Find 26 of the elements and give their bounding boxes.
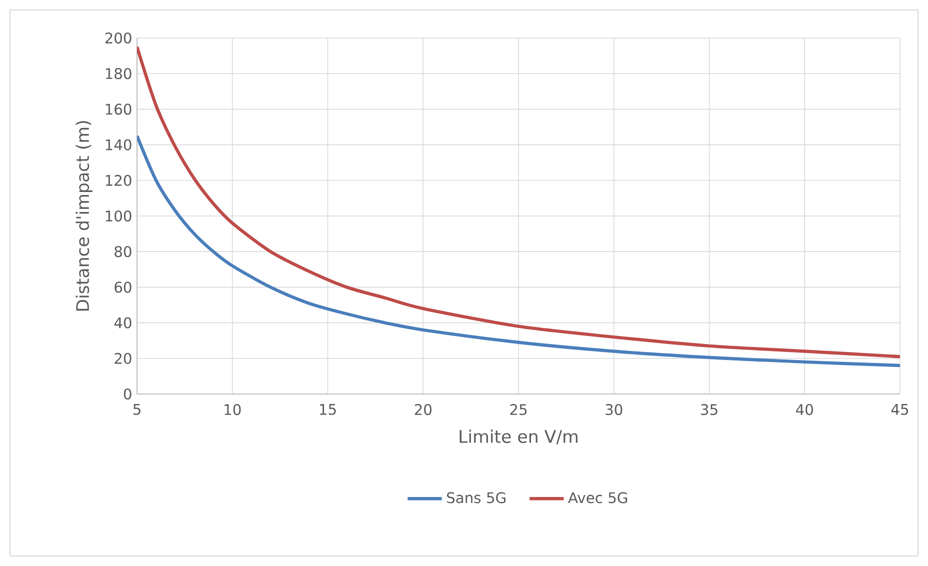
y-tick-label: 140 bbox=[106, 139, 132, 150]
y-tick-label: 120 bbox=[106, 174, 132, 186]
y-tick-label: 100 bbox=[106, 210, 132, 222]
legend-label: Avec 5G bbox=[568, 492, 628, 504]
x-tick-label: 35 bbox=[701, 404, 718, 416]
x-tick-label: 5 bbox=[133, 404, 140, 415]
x-tick-label: 15 bbox=[320, 404, 336, 415]
y-tick-label: 80 bbox=[114, 246, 132, 258]
y-tick-label: 200 bbox=[105, 32, 132, 44]
y-tick-label: 160 bbox=[106, 104, 132, 115]
y-axis-title: Distance d'impact (m) bbox=[76, 121, 92, 311]
x-tick-label: 10 bbox=[224, 404, 241, 416]
line-series bbox=[137, 45, 900, 358]
x-tick-label: 40 bbox=[796, 404, 813, 416]
y-tick-label: 180 bbox=[106, 68, 132, 80]
x-tick-label: 25 bbox=[510, 404, 527, 416]
line-series bbox=[137, 134, 900, 368]
y-tick-label: 60 bbox=[114, 282, 132, 293]
y-tick-label: 0 bbox=[124, 388, 132, 400]
x-tick-label: 45 bbox=[891, 404, 908, 415]
x-tick-label: 30 bbox=[606, 404, 622, 416]
y-tick-label: 20 bbox=[114, 352, 132, 364]
x-axis-title: Limite en V/m bbox=[460, 430, 578, 444]
y-tick-label: 40 bbox=[114, 317, 132, 328]
legend-label: Sans 5G bbox=[447, 492, 506, 504]
x-tick-label: 20 bbox=[414, 404, 432, 416]
